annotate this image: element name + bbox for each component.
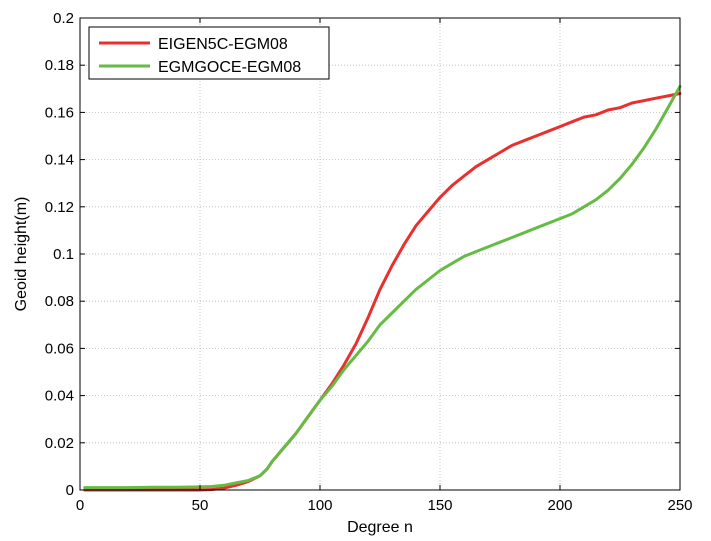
- legend-box: [88, 26, 330, 80]
- axis-ticks: 0 50 100 150 200 250 0 0.02 0.04 0.06 0.08 0.1 0.12 0…: [45, 10, 693, 514]
- x-axis-label: Degree n: [347, 519, 413, 536]
- y-tick-label: 0.1: [53, 246, 74, 263]
- y-tick-label: 0.14: [45, 152, 74, 169]
- x-tick-label: 100: [307, 497, 332, 514]
- y-tick-label: 0.08: [45, 293, 74, 310]
- series-line-1: [83, 92, 682, 492]
- series-lines: [83, 84, 682, 492]
- y-tick-label: 0.16: [45, 104, 74, 121]
- legend-label: EGMGOCE-EGM08: [158, 59, 301, 76]
- y-tick-label: 0.18: [45, 57, 74, 74]
- x-tick-label: 50: [192, 497, 209, 514]
- x-tick-label: 150: [427, 497, 452, 514]
- legend: EIGEN5C-EGM08 EGMGOCE-EGM08: [88, 26, 330, 80]
- y-tick-label: 0: [66, 482, 74, 499]
- x-tick-label: 0: [76, 497, 84, 514]
- series-line-2: [83, 84, 682, 490]
- y-tick-label: 0.12: [45, 199, 74, 216]
- legend-label: EIGEN5C-EGM08: [158, 36, 288, 53]
- y-axis-label: Geoid height(m): [13, 197, 30, 312]
- x-tick-label: 200: [547, 497, 572, 514]
- y-tick-label: 0.2: [53, 10, 74, 27]
- y-tick-label: 0.06: [45, 340, 74, 357]
- x-tick-label: 250: [667, 497, 692, 514]
- y-tick-label: 0.02: [45, 435, 74, 452]
- y-tick-label: 0.04: [45, 388, 74, 405]
